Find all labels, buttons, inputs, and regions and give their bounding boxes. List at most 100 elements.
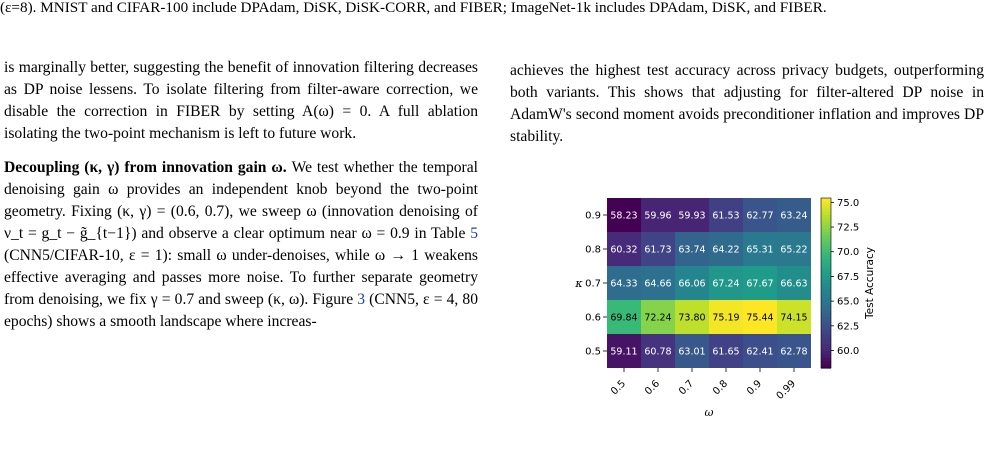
cell-value-label: 65.22 [780, 245, 807, 256]
heatmap-cell [641, 300, 675, 334]
paragraph-heading: Decoupling (κ, γ) from innovation gain ω… [4, 159, 287, 176]
heatmap-cell [607, 232, 641, 266]
colorbar-segment [821, 306, 831, 311]
heatmap-cell [777, 266, 811, 300]
colorbar-segment [821, 313, 831, 318]
y-tick-label: 0.9 [585, 211, 601, 222]
colorbar-segment [821, 262, 831, 267]
colorbar-segment [821, 286, 831, 291]
colorbar-segment [821, 201, 831, 206]
heatmap-cell [641, 232, 675, 266]
colorbar-segment [821, 228, 831, 233]
colorbar-tick-label: 60.0 [837, 346, 859, 357]
x-tick-label: 0.6 [643, 378, 662, 397]
heatmap-cell [743, 300, 777, 334]
cell-value-label: 65.31 [746, 245, 773, 256]
cell-value-label: 67.67 [746, 279, 773, 290]
cell-value-label: 58.23 [610, 211, 637, 222]
cell-value-label: 75.19 [712, 313, 739, 324]
cell-value-label: 66.63 [780, 279, 807, 290]
colorbar-segment [821, 272, 831, 277]
heatmap-cell [675, 300, 709, 334]
paragraph-decoupling: Decoupling (κ, γ) from innovation gain ω… [4, 159, 478, 330]
colorbar-segment [821, 211, 831, 216]
colorbar-segment [821, 357, 831, 362]
colorbar-tick-label: 62.5 [837, 321, 859, 332]
y-axis-label: κ [574, 277, 583, 290]
figure-caption-cutoff [602, 432, 882, 444]
colorbar-segment [821, 310, 831, 315]
x-tick-label: 0.9 [745, 378, 764, 397]
figure-caption-tail: (ε=8). MNIST and CIFAR-100 include DPAda… [0, 0, 987, 18]
colorbar-frame [820, 197, 832, 369]
x-tick-label: 0.7 [677, 378, 696, 397]
cell-value-label: 61.73 [644, 245, 671, 256]
colorbar-segment [821, 327, 831, 332]
colorbar-segment [821, 337, 831, 342]
heatmap-cell [607, 266, 641, 300]
colorbar-segment [821, 283, 831, 287]
colorbar-segment [821, 225, 831, 230]
table-reference-link[interactable]: 5 [470, 225, 478, 242]
cell-value-label: 72.24 [644, 313, 671, 324]
colorbar-segment [821, 320, 831, 325]
heatmap-cell [675, 334, 709, 368]
heatmap-cell [709, 334, 743, 368]
colorbar-segment [821, 259, 831, 264]
cell-value-label: 61.65 [712, 347, 739, 358]
colorbar-segment [821, 252, 831, 257]
x-tick-label: 0.8 [711, 378, 730, 397]
heatmap-cell [743, 266, 777, 300]
cell-value-label: 64.66 [644, 279, 671, 290]
heatmap-cell [607, 198, 641, 232]
heatmap-cell [675, 266, 709, 300]
left-column: is marginally better, suggesting the ben… [4, 57, 478, 333]
colorbar-tick-label: 72.5 [837, 223, 859, 234]
colorbar-segment [821, 364, 831, 369]
cell-value-label: 67.24 [712, 279, 739, 290]
heatmap-cell [709, 232, 743, 266]
colorbar-segment [821, 245, 831, 250]
cell-value-label: 59.93 [678, 211, 705, 222]
heatmap-cell [641, 334, 675, 368]
method-name-fiber: FIBER [176, 103, 221, 120]
right-column: achieves the highest test accuracy acros… [510, 60, 984, 148]
colorbar-segment [821, 340, 831, 345]
colorbar-segment [821, 232, 831, 236]
colorbar-segment [821, 317, 831, 321]
heatmap-cell [709, 198, 743, 232]
heatmap-cell [641, 266, 675, 300]
cell-value-label: 62.41 [746, 347, 773, 358]
cell-value-label: 59.11 [610, 347, 637, 358]
colorbar-segment [821, 204, 831, 209]
colorbar-segment [821, 323, 831, 328]
colorbar-segment [821, 296, 831, 301]
heatmap-cell [675, 198, 709, 232]
heatmap-cell [743, 198, 777, 232]
heatmap-cell [709, 300, 743, 334]
cell-value-label: 64.33 [610, 279, 637, 290]
colorbar-segment [821, 347, 831, 352]
figure-reference-link[interactable]: 3 [357, 291, 366, 308]
colorbar-segment [821, 279, 831, 284]
colorbar-segment [821, 208, 831, 213]
cell-value-label: 66.06 [678, 279, 705, 290]
heatmap-cell [641, 198, 675, 232]
cell-value-label: 60.78 [644, 347, 671, 358]
colorbar-segment [821, 351, 831, 355]
colorbar-segment [821, 293, 831, 298]
cell-value-label: 63.74 [678, 245, 705, 256]
x-tick-label: 0.99 [775, 378, 799, 402]
colorbar-segment [821, 303, 831, 308]
heatmap-cell [675, 232, 709, 266]
colorbar-segment [821, 242, 831, 247]
cell-value-label: 59.96 [644, 211, 671, 222]
colorbar-tick-label: 70.0 [837, 247, 859, 258]
heatmap-cell [777, 334, 811, 368]
colorbar-segment [821, 215, 831, 219]
colorbar-segment [821, 344, 831, 349]
heatmap-cell [709, 266, 743, 300]
caption-text: (ε=8). MNIST and CIFAR-100 include DPAda… [0, 0, 827, 16]
colorbar-segment [821, 289, 831, 294]
heatmap-chart: 58.23 59.96 59.93 61.53 62.77 63.24 60.32 61.73… [574, 197, 876, 419]
